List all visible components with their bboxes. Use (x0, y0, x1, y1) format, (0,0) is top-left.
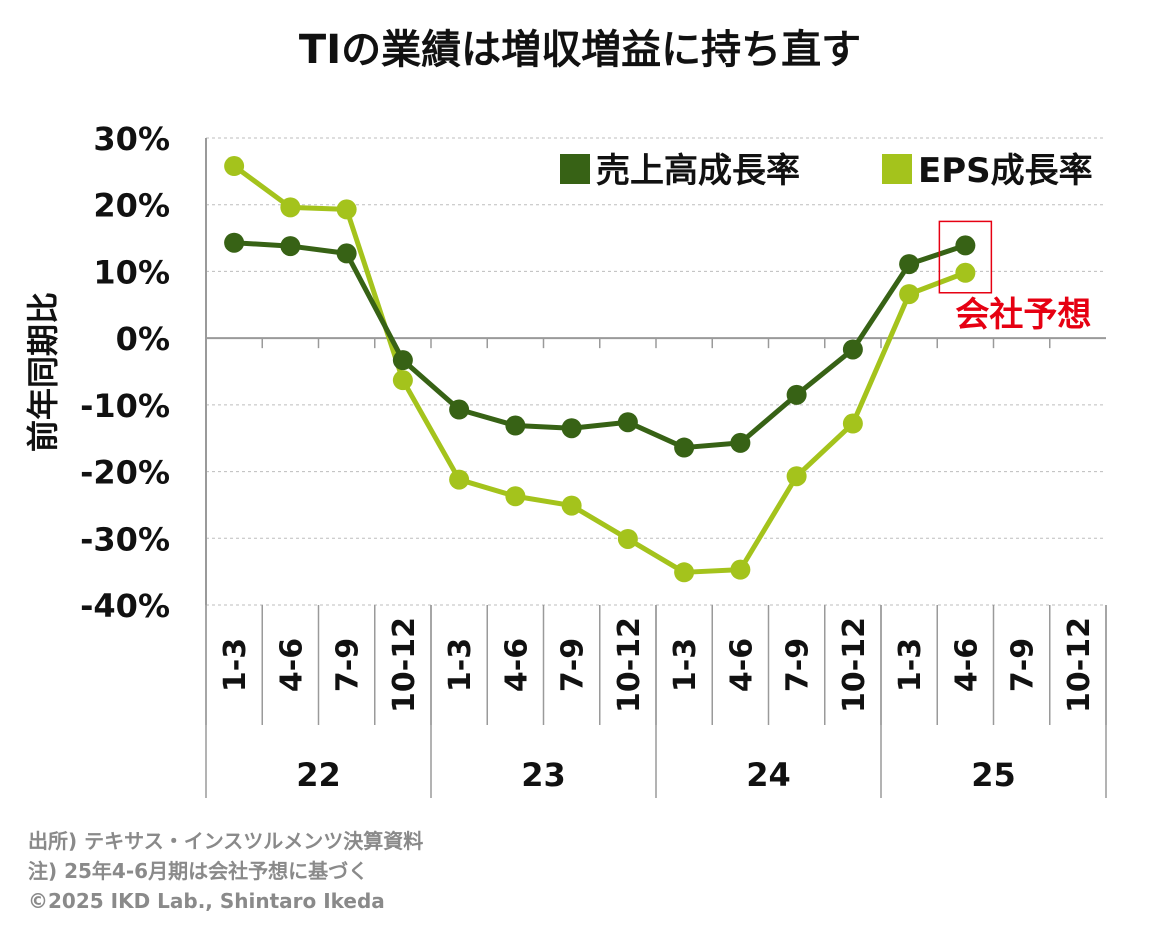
x-tick-label: 1-3 (443, 638, 478, 692)
x-tick-label: 4-6 (499, 638, 534, 692)
series-line (232, 164, 967, 575)
data-point (674, 437, 695, 458)
data-point (224, 156, 245, 177)
x-tick-label: 4-6 (724, 638, 759, 692)
y-tick-label: -10% (80, 387, 170, 425)
y-tick-label: 0% (116, 320, 170, 358)
y-tick-label: 20% (93, 187, 170, 225)
x-tick-label: 1-3 (218, 638, 253, 692)
x-tick-label: 1-3 (893, 638, 928, 692)
x-tick-label: 10-12 (837, 617, 872, 713)
data-point (505, 415, 526, 436)
x-tick-label: 10-12 (1062, 617, 1097, 713)
data-point (449, 469, 470, 490)
x-tick-label: 7-9 (781, 638, 816, 692)
data-point (730, 432, 751, 453)
copyright: ©2025 IKD Lab., Shintaro Ikeda (28, 889, 385, 913)
x-tick-label: 7-9 (331, 638, 366, 692)
data-point (842, 413, 863, 434)
y-tick-label: -40% (80, 587, 170, 625)
x-tick-label: 7-9 (1006, 638, 1041, 692)
x-tick-label: 10-12 (387, 617, 422, 713)
data-point (392, 350, 413, 371)
x-tick-label: 4-6 (274, 638, 309, 692)
chart-title: TIの業績は増収増益に持ち直す (299, 27, 861, 73)
y-tick-label: 30% (93, 120, 170, 158)
legend-swatch (882, 154, 912, 184)
y-axis-label: 前年同期比 (24, 292, 62, 452)
year-label: 24 (746, 756, 791, 794)
series-line (233, 240, 967, 451)
legend-label: 売上高成長率 (596, 151, 800, 191)
data-point (899, 254, 920, 275)
data-point (336, 243, 357, 264)
year-label: 25 (971, 756, 1016, 794)
year-label: 22 (296, 756, 341, 794)
data-point (392, 370, 413, 391)
data-point (505, 486, 526, 507)
x-tick-label: 10-12 (612, 617, 647, 713)
forecast-box (938, 220, 993, 294)
data-point (617, 412, 638, 433)
data-point (842, 339, 863, 360)
data-point (561, 418, 582, 439)
year-label: 23 (521, 756, 566, 794)
data-point (786, 466, 807, 487)
data-point (674, 562, 695, 583)
legend-swatch (560, 154, 590, 184)
data-point (280, 197, 301, 218)
data-point (336, 199, 357, 220)
data-point (224, 232, 245, 253)
series-lines (224, 156, 976, 583)
y-tick-label: -30% (80, 520, 170, 558)
footer: 出所) テキサス・インスツルメンツ決算資料 注) 25年4-6月期は会社予想に基… (28, 826, 423, 916)
y-tick-label: -20% (80, 454, 170, 492)
data-point (955, 262, 976, 283)
legend: 売上高成長率 EPS成長率 (560, 151, 1093, 191)
data-point (617, 528, 638, 549)
annotation: 会社予想 (938, 220, 1091, 335)
data-point (730, 559, 751, 580)
x-tick-label: 1-3 (668, 638, 703, 692)
x-tick-label: 7-9 (556, 638, 591, 692)
data-point (561, 495, 582, 516)
data-point (955, 235, 976, 256)
axes: 30% 20% 10% 0% -10% -20% -30% -40% 22 23 24 25 1-3 4-… (80, 120, 1107, 798)
forecast-label: 会社予想 (955, 295, 1091, 335)
forecast-note: 注) 25年4-6月期は会社予想に基づく (28, 859, 369, 883)
data-point (280, 236, 301, 257)
y-tick-label: 10% (93, 253, 170, 291)
source-note: 出所) テキサス・インスツルメンツ決算資料 (28, 829, 424, 853)
data-point (786, 384, 807, 405)
x-tick-label: 4-6 (949, 638, 984, 692)
data-point (449, 399, 470, 420)
legend-label: EPS成長率 (918, 151, 1093, 191)
data-point (899, 284, 920, 305)
